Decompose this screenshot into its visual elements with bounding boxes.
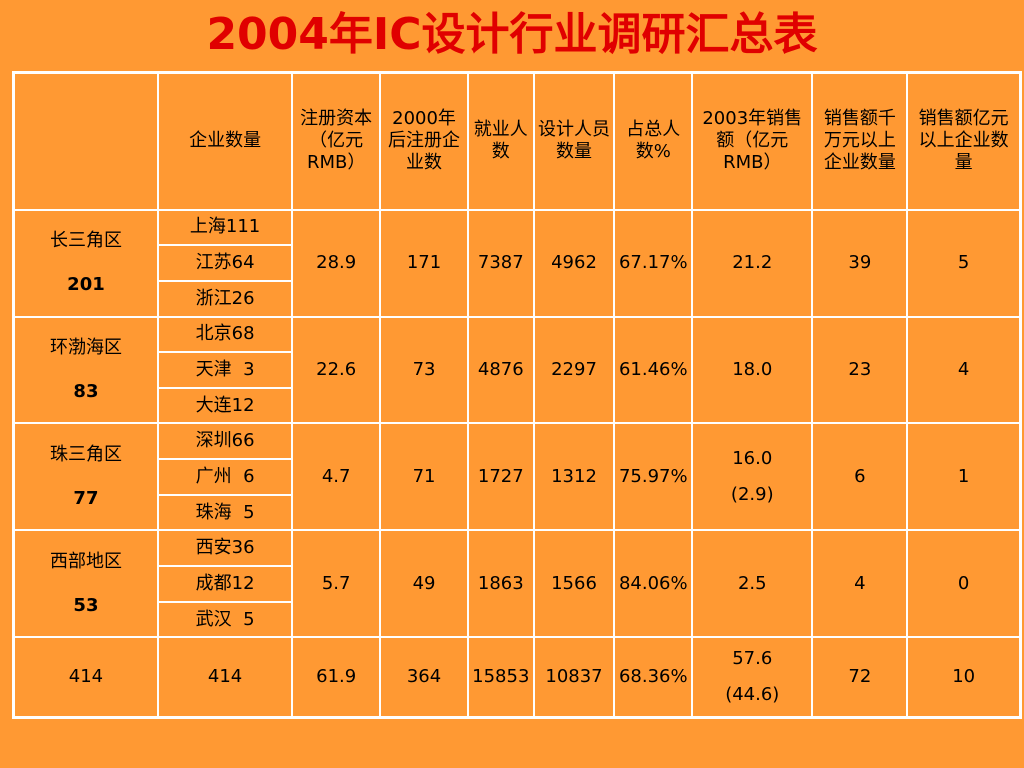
- table-row: 武汉 5: [14, 600, 1021, 639]
- over-10m-cell: 39: [811, 208, 909, 318]
- region-count: 83: [73, 381, 99, 402]
- region-count: 77: [73, 487, 99, 509]
- region-name: 长三角区: [49, 230, 122, 252]
- total-sales: 57.6 (44.6): [691, 636, 814, 719]
- header-corner: [12, 71, 159, 211]
- total-over-100m: 10: [906, 636, 1022, 719]
- table-row: 成都12: [14, 565, 1021, 603]
- over-10m-cell: 23: [811, 315, 909, 425]
- city-cell: 成都12: [156, 565, 294, 603]
- city-cell: 江苏64: [156, 244, 294, 282]
- region-name: 环渤海区: [49, 337, 122, 358]
- region-count: 201: [67, 274, 105, 296]
- region-label: 西部地区 53: [12, 529, 159, 639]
- header-over-10m: 销售额千万元以上企业数量: [811, 71, 909, 211]
- page-title: 2004年IC设计行业调研汇总表: [206, 9, 818, 60]
- total-new-firms: 364: [379, 636, 469, 719]
- capital-cell: 5.7: [291, 529, 382, 639]
- new-firms-cell: 171: [379, 208, 469, 318]
- city-cell: 深圳66: [156, 422, 294, 461]
- total-sales-value: 57.6: [732, 648, 773, 670]
- header-firm-count: 企业数量: [156, 71, 294, 211]
- city-cell: 北京68: [156, 315, 294, 354]
- sales-cell: 18.0: [691, 315, 814, 425]
- city-cell: 浙江26: [156, 279, 294, 318]
- city-cell: 广州 6: [156, 458, 294, 496]
- table-row: 环渤海区 83 北京68 22.6 73 4876 2297 61.46% 18…: [12, 315, 1022, 425]
- capital-cell: 22.6: [291, 315, 382, 425]
- capital-cell: 4.7: [291, 422, 382, 532]
- header-employees: 就业人数: [466, 71, 535, 211]
- summary-table: 企业数量 注册资本（亿元RMB） 2000年后注册企业数 就业人数 设计人员数量…: [12, 71, 1022, 719]
- new-firms-cell: 71: [379, 422, 469, 532]
- over-10m-cell: 6: [811, 422, 909, 532]
- city-cell: 珠海 5: [156, 493, 294, 532]
- employees-cell: 4876: [466, 315, 535, 425]
- percent-cell: 84.06%: [613, 529, 694, 639]
- new-firms-cell: 49: [379, 529, 469, 639]
- table-row: 天津 3: [14, 351, 1021, 389]
- new-firms-cell: 73: [379, 315, 469, 425]
- header-new-firms: 2000年后注册企业数: [379, 71, 469, 211]
- capital-cell: 28.9: [291, 208, 382, 318]
- sales-cell: 2.5: [691, 529, 814, 639]
- table-row: 江苏64: [14, 244, 1021, 282]
- percent-cell: 75.97%: [613, 422, 694, 532]
- total-over-10m: 72: [811, 636, 909, 719]
- header-row: 企业数量 注册资本（亿元RMB） 2000年后注册企业数 就业人数 设计人员数量…: [12, 71, 1022, 211]
- employees-cell: 7387: [466, 208, 535, 318]
- header-sales-2003: 2003年销售额（亿元RMB）: [691, 71, 814, 211]
- over-100m-cell: 1: [906, 422, 1022, 532]
- header-percent: 占总人数%: [613, 71, 694, 211]
- designers-cell: 1566: [532, 529, 616, 639]
- region-label: 珠三角区 77: [12, 422, 159, 532]
- total-employees: 15853: [466, 636, 535, 719]
- table-row: 珠三角区 77 深圳66 4.7 71 1727 1312 75.97% 16.…: [12, 422, 1022, 532]
- city-cell: 天津 3: [156, 351, 294, 389]
- over-100m-cell: 0: [906, 529, 1022, 639]
- table-row: 西部地区 53 西安36 5.7 49 1863 1566 84.06% 2.5…: [12, 529, 1022, 639]
- sales-sub-value: (2.9): [730, 483, 774, 505]
- percent-cell: 67.17%: [613, 208, 694, 318]
- table-row: 长三角区 201 上海111 28.9 171 7387 4962 67.17%…: [12, 208, 1022, 318]
- city-cell: 大连12: [156, 386, 294, 425]
- region-label: 环渤海区 83: [12, 315, 159, 425]
- sales-cell: 21.2: [691, 208, 814, 318]
- total-designers: 10837: [532, 636, 616, 719]
- total-capital: 61.9: [291, 636, 382, 719]
- table-row: 大连12: [14, 386, 1021, 425]
- city-cell: 西安36: [156, 529, 294, 568]
- total-percent: 68.36%: [613, 636, 694, 719]
- designers-cell: 1312: [532, 422, 616, 532]
- sales-value: 21.2: [732, 252, 773, 274]
- sales-value: 18.0: [732, 359, 773, 380]
- region-name: 西部地区: [49, 550, 122, 572]
- city-cell: 上海111: [156, 208, 294, 247]
- region-name: 珠三角区: [49, 443, 122, 465]
- over-100m-cell: 4: [906, 315, 1022, 425]
- designers-cell: 2297: [532, 315, 616, 425]
- employees-cell: 1863: [466, 529, 535, 639]
- table-row: 珠海 5: [14, 493, 1021, 532]
- percent-cell: 61.46%: [613, 315, 694, 425]
- sales-value: 16.0: [732, 447, 773, 469]
- table-row: 浙江26: [14, 279, 1021, 318]
- header-over-100m: 销售额亿元以上企业数量: [906, 71, 1022, 211]
- region-label: 长三角区 201: [12, 208, 159, 318]
- designers-cell: 4962: [532, 208, 616, 318]
- sales-cell: 16.0 (2.9): [691, 422, 814, 532]
- header-registered-capital: 注册资本（亿元RMB）: [291, 71, 382, 211]
- header-designers: 设计人员数量: [532, 71, 616, 211]
- over-100m-cell: 5: [906, 208, 1022, 318]
- city-cell: 武汉 5: [156, 600, 294, 639]
- over-10m-cell: 4: [811, 529, 909, 639]
- employees-cell: 1727: [466, 422, 535, 532]
- total-count-b: 414: [156, 636, 294, 719]
- total-count-a: 414: [12, 636, 159, 719]
- total-sales-sub-value: (44.6): [725, 684, 780, 706]
- table-row: 广州 6: [14, 458, 1021, 496]
- total-row: 414 414 61.9 364 15853 10837 68.36% 57.6…: [12, 636, 1022, 719]
- region-count: 53: [73, 594, 99, 616]
- sales-value: 2.5: [737, 572, 767, 594]
